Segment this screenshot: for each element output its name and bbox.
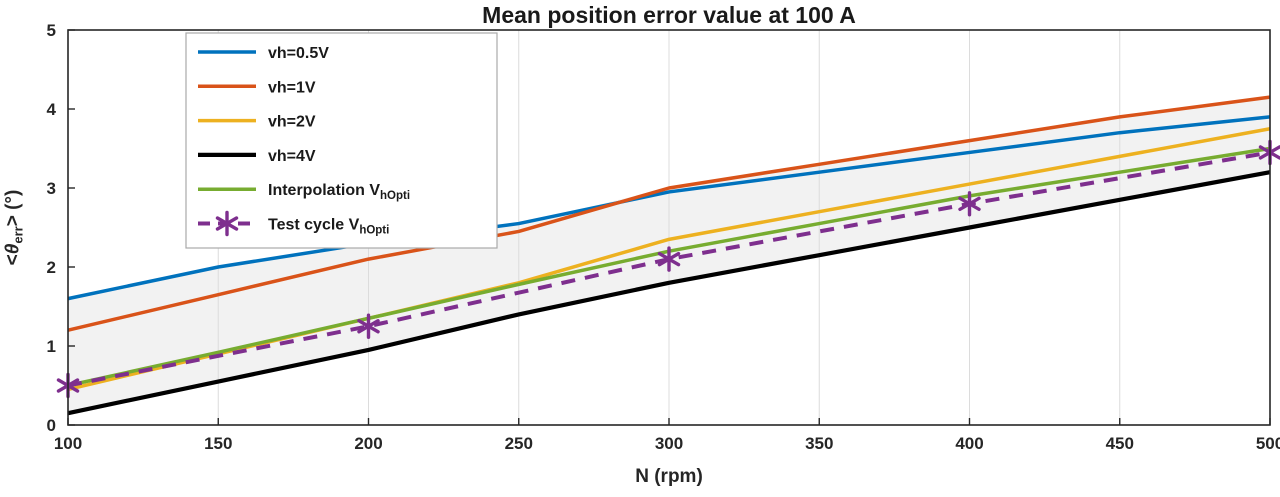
y-tick-label: 4 — [47, 100, 57, 119]
x-tick-label: 350 — [805, 434, 833, 453]
chart-title: Mean position error value at 100 A — [482, 2, 856, 28]
x-tick-label: 200 — [354, 434, 382, 453]
legend-item-label: vh=2V — [268, 114, 316, 131]
asterisk-marker — [958, 191, 981, 217]
x-axis-label: N (rpm) — [635, 466, 703, 487]
asterisk-marker — [215, 210, 239, 237]
y-tick-label: 5 — [47, 21, 56, 40]
x-tick-label: 150 — [204, 434, 232, 453]
x-tick-label: 450 — [1106, 434, 1134, 453]
legend-item-label: Test cycle VhOpti — [268, 217, 389, 237]
series-line-vh-1v — [67, 95, 1271, 332]
y-tick-label: 2 — [47, 258, 56, 277]
legend-item-label: vh=4V — [268, 148, 316, 165]
x-tick-label: 400 — [955, 434, 983, 453]
series-line-vh-0.5v — [67, 115, 1271, 301]
x-tick-label: 100 — [54, 434, 82, 453]
asterisk-marker — [357, 313, 380, 339]
legend-item-label: vh=1V — [268, 79, 316, 96]
asterisk-marker — [657, 246, 681, 272]
legend-item-label: Interpolation VhOpti — [268, 182, 410, 202]
y-tick-label: 0 — [47, 416, 56, 435]
legend-item-label: vh=0.5V — [268, 45, 329, 62]
series-line-vh-4v — [67, 170, 1271, 416]
x-tick-label: 300 — [655, 434, 683, 453]
x-tick-label: 500 — [1256, 434, 1280, 453]
legend-box — [185, 32, 498, 249]
series-line-test-cycle-vhopti — [67, 150, 1271, 388]
y-tick-label: 1 — [47, 337, 56, 356]
x-tick-label: 250 — [505, 434, 533, 453]
y-tick-label: 3 — [47, 179, 56, 198]
